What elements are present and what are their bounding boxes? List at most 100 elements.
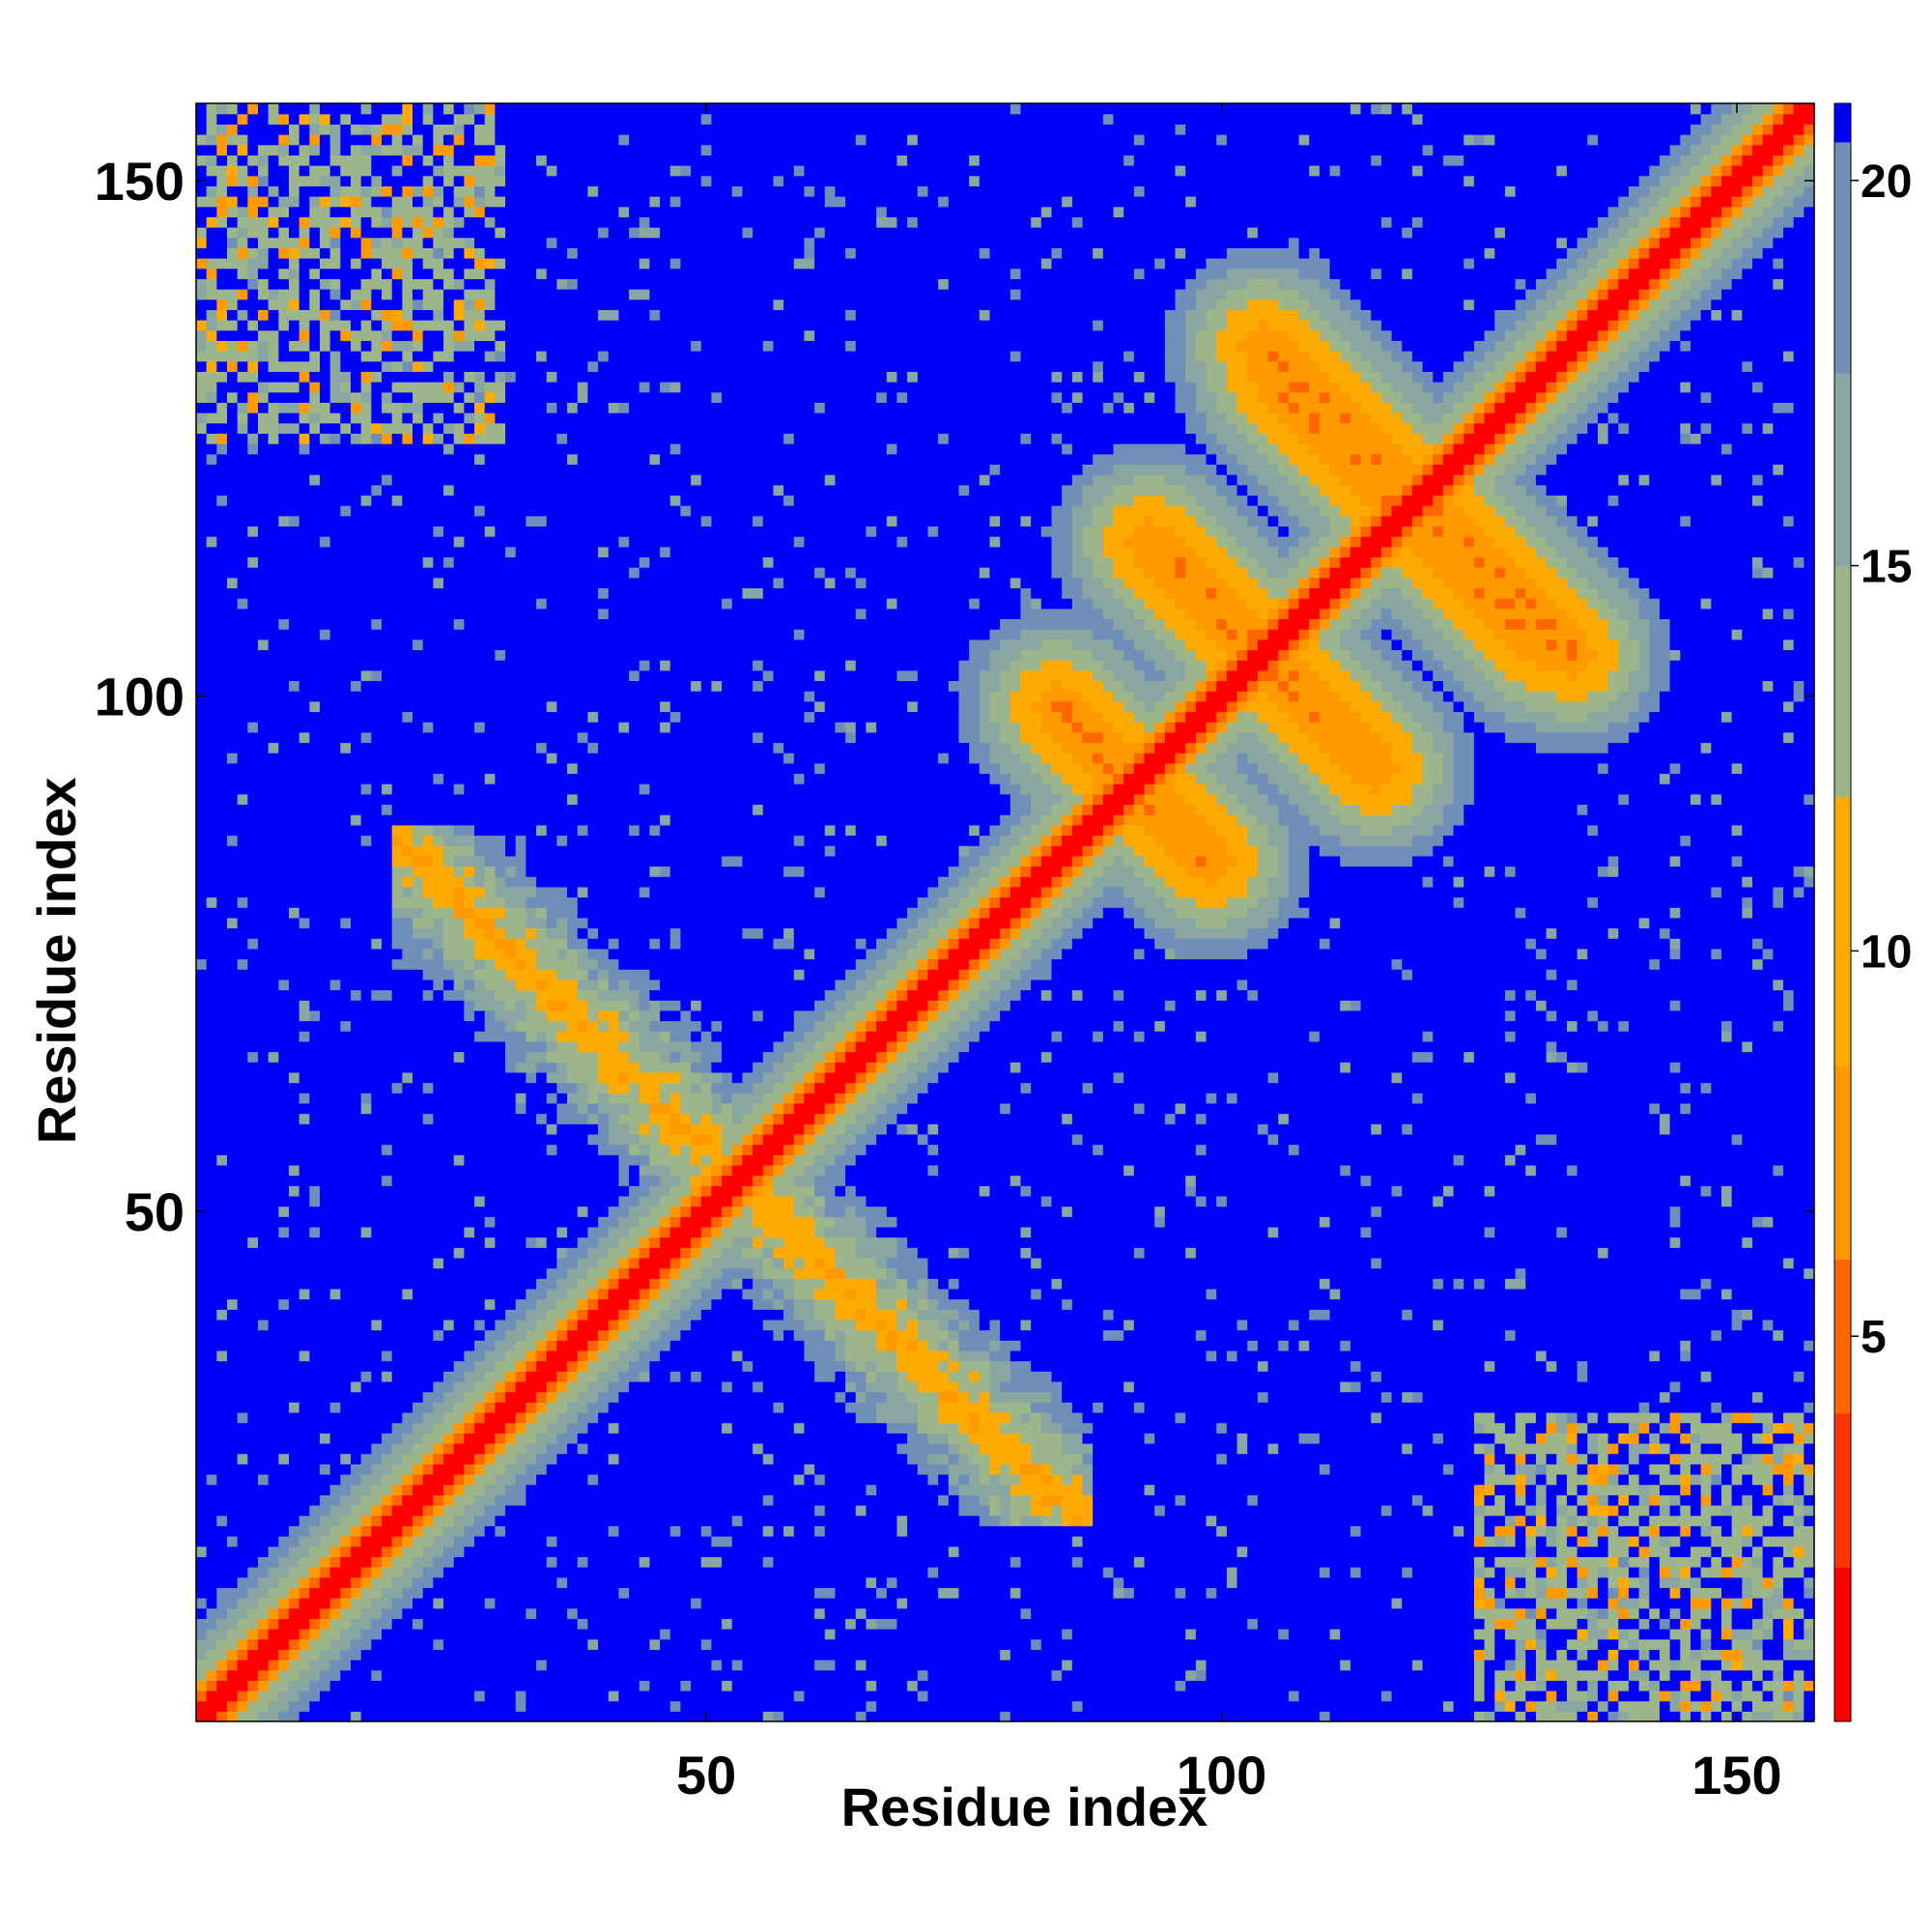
- heatmap-cell: [309, 1350, 383, 1362]
- heatmap-cell: [196, 824, 393, 837]
- heatmap-cell: [1804, 1680, 1815, 1691]
- heatmap-cell: [1071, 660, 1104, 671]
- heatmap-cell: [433, 1453, 444, 1464]
- heatmap-cell: [1411, 855, 1444, 867]
- heatmap-cell: [278, 979, 290, 991]
- heatmap-cell: [660, 1082, 692, 1094]
- heatmap-cell: [1319, 669, 1351, 682]
- heatmap-cell: [1350, 412, 1372, 424]
- heatmap-cell: [1185, 660, 1208, 671]
- heatmap-cell: [1804, 1494, 1815, 1506]
- heatmap-cell: [1113, 567, 1146, 579]
- heatmap-cell: [1278, 608, 1290, 620]
- heatmap-cell: [402, 1494, 434, 1506]
- heatmap-cell: [629, 1144, 640, 1155]
- heatmap-cell: [1195, 753, 1217, 764]
- heatmap-cell: [371, 1319, 383, 1331]
- heatmap-cell: [1309, 639, 1321, 651]
- heatmap-cell: [927, 1000, 939, 1011]
- heatmap-cell: [1154, 1433, 1238, 1444]
- heatmap-cell: [1751, 567, 1764, 579]
- heatmap-cell: [1711, 1638, 1733, 1650]
- heatmap-cell: [1288, 793, 1321, 806]
- heatmap-cell: [227, 1515, 300, 1526]
- heatmap-cell: [660, 1638, 702, 1650]
- heatmap-cell: [1700, 793, 1712, 806]
- heatmap-cell: [351, 917, 393, 929]
- heatmap-cell: [1309, 567, 1321, 579]
- heatmap-cell: [1051, 1463, 1073, 1475]
- heatmap-cell: [989, 845, 1011, 857]
- heatmap-cell: [1463, 422, 1475, 434]
- heatmap-cell: [669, 814, 1001, 826]
- heatmap-cell: [1195, 896, 1228, 908]
- heatmap-cell: [526, 1700, 671, 1712]
- heatmap-cell: [1525, 1535, 1537, 1548]
- heatmap-cell: [526, 1690, 610, 1702]
- heatmap-cell: [783, 495, 795, 506]
- heatmap-cell: [927, 1453, 950, 1464]
- heatmap-cell: [556, 1411, 579, 1424]
- heatmap-cell: [1123, 598, 1146, 610]
- heatmap-cell: [422, 1546, 444, 1557]
- heatmap-cell: [1009, 1371, 1053, 1382]
- heatmap-cell: [948, 1040, 970, 1053]
- heatmap-cell: [289, 1226, 310, 1238]
- heatmap-cell: [1206, 1669, 1475, 1681]
- heatmap-cell: [835, 1093, 846, 1104]
- heatmap-cell: [917, 1278, 929, 1290]
- heatmap-cell: [1216, 731, 1238, 744]
- heatmap-cell: [1742, 855, 1815, 867]
- heatmap-cell: [1793, 1504, 1804, 1517]
- heatmap-cell: [1185, 484, 1217, 497]
- heatmap-cell: [433, 556, 444, 568]
- heatmap-cell: [1607, 680, 1630, 692]
- heatmap-cell: [1782, 1690, 1795, 1702]
- heatmap-cell: [1649, 1535, 1661, 1548]
- heatmap-cell: [700, 1031, 713, 1042]
- heatmap-cell: [1175, 762, 1186, 775]
- heatmap-cell: [598, 608, 610, 620]
- heatmap-cell: [474, 948, 506, 960]
- heatmap-cell: [989, 979, 1011, 991]
- heatmap-cell: [1082, 989, 1115, 1001]
- heatmap-cell: [855, 1040, 888, 1053]
- heatmap-cell: [1782, 1422, 1795, 1434]
- heatmap-cell: [1185, 536, 1217, 548]
- heatmap-cell: [1762, 567, 1774, 579]
- heatmap-cell: [804, 1257, 815, 1269]
- heatmap-cell: [577, 1391, 599, 1403]
- heatmap-cell: [1247, 1494, 1259, 1506]
- heatmap-cell: [855, 1380, 867, 1393]
- heatmap-cell: [1525, 1587, 1537, 1599]
- heatmap-cell: [639, 1000, 651, 1011]
- heatmap-cell: [1494, 1525, 1517, 1537]
- heatmap-cell: [866, 1123, 888, 1135]
- heatmap-cell: [298, 1649, 321, 1661]
- heatmap-cell: [1062, 1442, 1094, 1455]
- heatmap-cell: [1071, 526, 1084, 537]
- heatmap-cell: [1020, 1082, 1032, 1094]
- heatmap-cell: [855, 1360, 867, 1372]
- heatmap-cell: [649, 556, 764, 568]
- heatmap-cell: [1638, 1453, 1671, 1464]
- heatmap-cell: [474, 958, 486, 970]
- heatmap-cell: [845, 1051, 877, 1063]
- heatmap-cell: [1257, 639, 1290, 651]
- heatmap-cell: [979, 711, 991, 723]
- heatmap-cell: [1515, 1411, 1537, 1424]
- heatmap-cell: [1340, 1628, 1475, 1640]
- heatmap-cell: [639, 1164, 671, 1177]
- heatmap-cell: [1484, 1638, 1495, 1650]
- heatmap-cell: [351, 1577, 362, 1588]
- heatmap-cell: [958, 969, 970, 980]
- heatmap-cell: [1267, 793, 1290, 806]
- heatmap-cell: [536, 1000, 548, 1011]
- heatmap-cell: [1546, 587, 1578, 599]
- heatmap-cell: [1577, 1556, 1609, 1568]
- heatmap-cell: [866, 1031, 898, 1042]
- heatmap-cell: [927, 1690, 1290, 1702]
- heatmap-cell: [1298, 804, 1331, 815]
- heatmap-cell: [1782, 1411, 1804, 1424]
- heatmap-cell: [1226, 866, 1259, 877]
